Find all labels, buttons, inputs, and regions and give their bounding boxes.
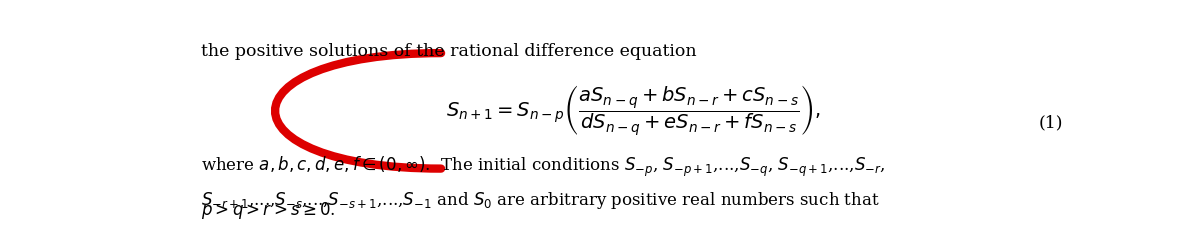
Text: where $a, b, c, d, e, f \in (0, \infty)$.  The initial conditions $S_{-p}$, $S_{: where $a, b, c, d, e, f \in (0, \infty)$…: [202, 155, 886, 179]
Text: (1): (1): [1038, 114, 1063, 131]
Text: $S_{-r+1}$,...,$S_{-s}$,...,$S_{-s+1}$,...,$S_{-1}$ and $S_0$ are arbitrary posi: $S_{-r+1}$,...,$S_{-s}$,...,$S_{-s+1}$,.…: [202, 190, 880, 211]
Text: $p > q > r > s \geq 0$.: $p > q > r > s \geq 0$.: [202, 200, 336, 220]
Text: the positive solutions of the rational difference equation: the positive solutions of the rational d…: [202, 44, 697, 60]
Text: $S_{n+1} = S_{n-p}\left(\dfrac{aS_{n-q} + bS_{n-r} + cS_{n-s}}{dS_{n-q} + eS_{n-: $S_{n+1} = S_{n-p}\left(\dfrac{aS_{n-q} …: [446, 84, 821, 138]
